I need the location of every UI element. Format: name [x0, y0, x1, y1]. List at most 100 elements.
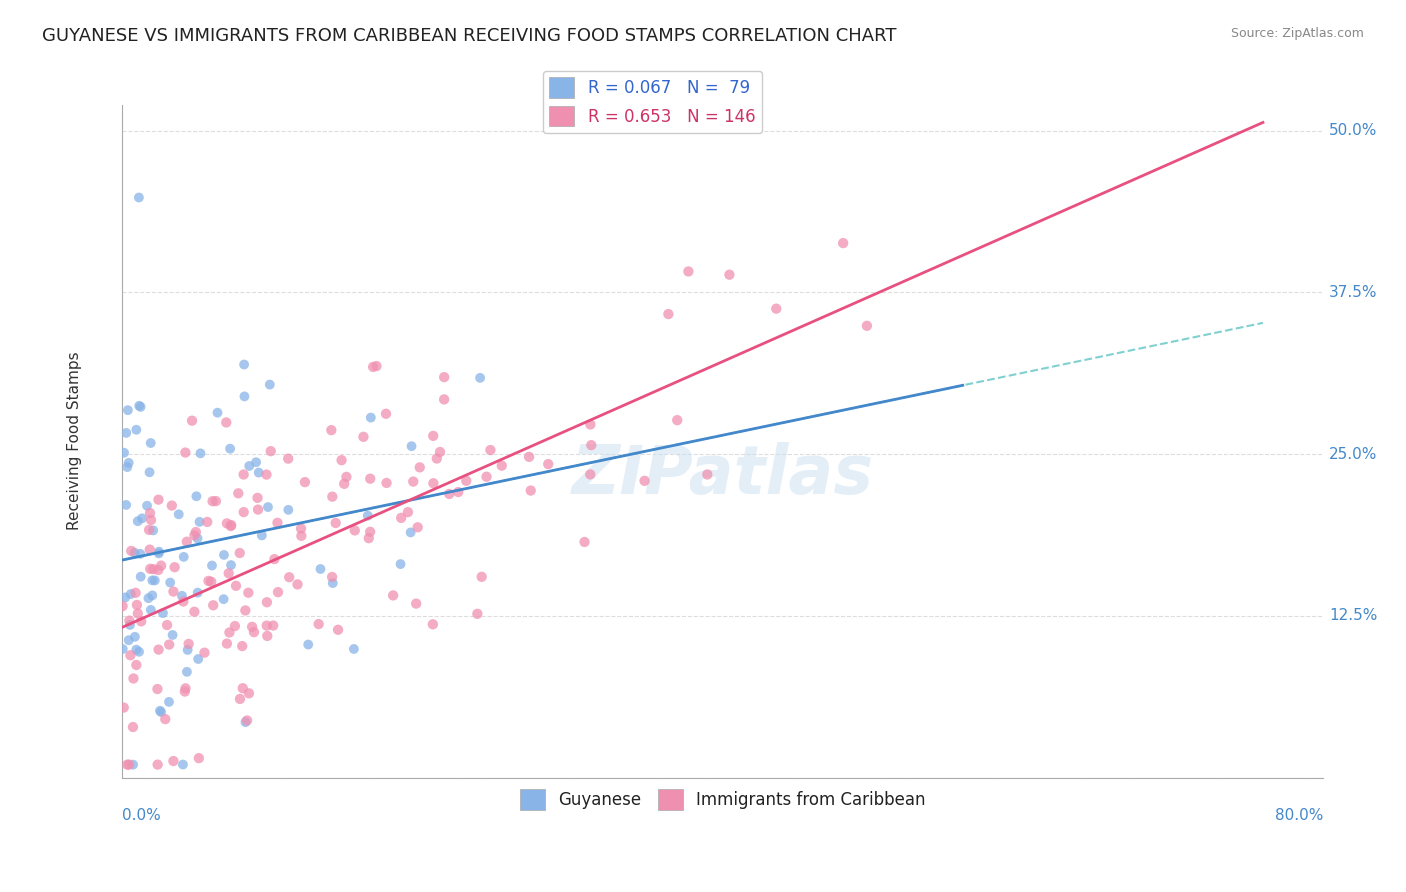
Point: [146, 681, 169, 696]
Point: [287, 577, 309, 591]
Point: [389, 557, 412, 571]
Point: [678, 264, 700, 278]
Point: [138, 523, 160, 537]
Text: 50.0%: 50.0%: [1329, 123, 1378, 138]
Point: [162, 628, 184, 642]
Point: [396, 505, 419, 519]
Point: [359, 524, 381, 539]
Point: [148, 544, 170, 558]
Point: [375, 407, 398, 421]
Point: [330, 453, 353, 467]
Point: [361, 359, 384, 374]
Point: [219, 519, 242, 533]
Point: [233, 358, 256, 372]
Point: [160, 499, 183, 513]
Point: [574, 535, 596, 549]
Point: [224, 619, 246, 633]
Point: [127, 514, 149, 528]
Point: [115, 425, 138, 440]
Point: [325, 516, 347, 530]
Point: [148, 546, 170, 560]
Point: [125, 642, 148, 657]
Point: [118, 618, 141, 632]
Point: [163, 560, 186, 574]
Point: [308, 617, 330, 632]
Point: [125, 657, 148, 672]
Point: [256, 595, 278, 609]
Text: 37.5%: 37.5%: [1329, 285, 1378, 300]
Point: [232, 467, 254, 482]
Point: [111, 599, 134, 614]
Point: [138, 465, 160, 479]
Point: [187, 652, 209, 666]
Point: [439, 487, 461, 501]
Point: [232, 505, 254, 519]
Text: 0.0%: 0.0%: [122, 808, 162, 822]
Point: [148, 642, 170, 657]
Point: [129, 547, 152, 561]
Point: [212, 592, 235, 607]
Point: [471, 570, 494, 584]
Point: [226, 486, 249, 500]
Point: [537, 457, 560, 471]
Point: [666, 413, 689, 427]
Point: [193, 646, 215, 660]
Text: 12.5%: 12.5%: [1329, 608, 1378, 624]
Point: [479, 443, 502, 458]
Point: [235, 715, 257, 730]
Point: [491, 458, 513, 473]
Point: [247, 502, 270, 516]
Point: [174, 681, 197, 696]
Point: [256, 618, 278, 632]
Point: [215, 516, 238, 531]
Point: [429, 445, 451, 459]
Point: [118, 757, 141, 772]
Point: [352, 430, 374, 444]
Point: [162, 754, 184, 768]
Point: [142, 524, 165, 538]
Point: [205, 494, 228, 508]
Point: [405, 597, 427, 611]
Point: [382, 589, 405, 603]
Point: [218, 566, 240, 581]
Point: [260, 444, 283, 458]
Point: [278, 570, 301, 584]
Point: [181, 414, 204, 428]
Point: [250, 528, 273, 542]
Point: [141, 588, 163, 602]
Point: [231, 639, 253, 653]
Point: [176, 534, 198, 549]
Point: [162, 584, 184, 599]
Point: [290, 522, 312, 536]
Point: [186, 532, 208, 546]
Point: [146, 757, 169, 772]
Point: [173, 684, 195, 698]
Point: [262, 618, 284, 632]
Point: [579, 467, 602, 482]
Point: [152, 606, 174, 620]
Point: [309, 562, 332, 576]
Point: [277, 503, 299, 517]
Point: [229, 692, 252, 706]
Point: [120, 587, 142, 601]
Point: [426, 451, 449, 466]
Point: [399, 525, 422, 540]
Point: [232, 681, 254, 696]
Point: [266, 516, 288, 530]
Point: [125, 423, 148, 437]
Point: [333, 476, 356, 491]
Point: [321, 570, 343, 584]
Point: [207, 406, 229, 420]
Point: [406, 520, 429, 534]
Point: [114, 591, 136, 605]
Point: [174, 445, 197, 459]
Point: [447, 485, 470, 500]
Point: [112, 700, 135, 714]
Point: [422, 429, 444, 443]
Text: 80.0%: 80.0%: [1275, 808, 1323, 822]
Point: [188, 515, 211, 529]
Point: [696, 467, 718, 482]
Point: [139, 562, 162, 576]
Point: [112, 446, 135, 460]
Point: [148, 492, 170, 507]
